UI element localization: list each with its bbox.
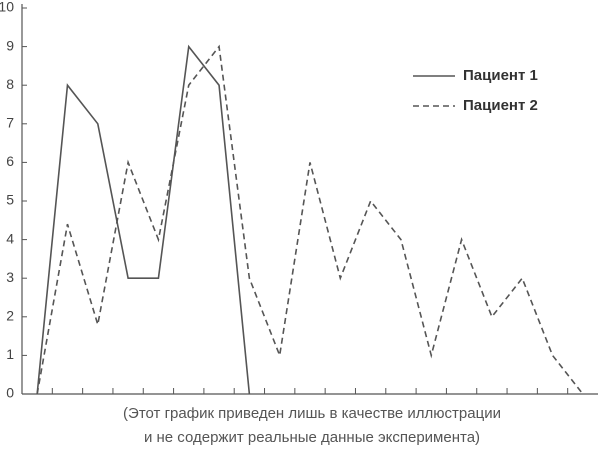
- y-tick-label: 3: [6, 269, 14, 285]
- y-tick-label: 8: [6, 76, 14, 92]
- y-tick-label: 7: [6, 115, 14, 131]
- legend-label: Пациент 2: [463, 97, 538, 114]
- note: и не содержит реальные данные эксперимен…: [144, 429, 480, 446]
- y-tick-label: 6: [6, 153, 14, 169]
- note: (Этот график приведен лишь в качестве ил…: [123, 405, 501, 422]
- data-line: [36, 44, 584, 395]
- y-tick-label: 2: [6, 308, 14, 324]
- y-tick-label: 9: [6, 37, 14, 53]
- y-tick-label: 4: [6, 230, 14, 246]
- y-tick-label: 0: [6, 385, 14, 401]
- y-tick-label: 10: [0, 0, 14, 15]
- y-tick-label: 5: [6, 192, 14, 208]
- data-line: [36, 44, 251, 395]
- legend-label: Пациент 1: [463, 67, 538, 84]
- y-tick-label: 1: [6, 346, 14, 362]
